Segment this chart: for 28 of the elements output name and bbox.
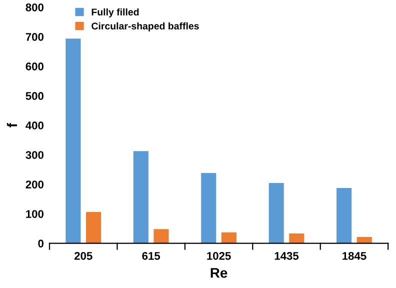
x-axis-title: Re	[210, 268, 228, 278]
x-tick-label: 1845	[342, 252, 366, 260]
bar	[336, 188, 352, 244]
y-tick-label: 100	[26, 210, 44, 218]
y-tick-label: 600	[26, 62, 44, 70]
y-tick-label: 700	[26, 32, 44, 41]
bar	[86, 212, 102, 244]
bar	[289, 233, 304, 244]
x-tick-label: 615	[142, 252, 160, 260]
y-tick-label: 200	[26, 180, 44, 188]
x-tick-label: 205	[74, 252, 92, 260]
x-tick-label: 1435	[274, 252, 299, 260]
y-tick-label: 400	[26, 122, 44, 130]
legend-label: Fully filled	[92, 8, 139, 18]
y-tick-label: 500	[26, 92, 44, 100]
legend-label: Circular-shaped baffles	[92, 22, 199, 32]
bar	[221, 232, 236, 244]
x-tick-label: 1025	[207, 252, 231, 260]
y-axis-title: f	[6, 122, 17, 128]
bar	[268, 183, 284, 244]
y-tick-label: 800	[26, 3, 44, 12]
bar	[66, 38, 81, 244]
bar	[356, 237, 372, 244]
bar	[154, 229, 169, 244]
bar	[201, 172, 216, 244]
bar	[133, 151, 148, 244]
y-tick-label: 300	[26, 151, 44, 159]
y-tick-label: 0	[38, 240, 44, 248]
